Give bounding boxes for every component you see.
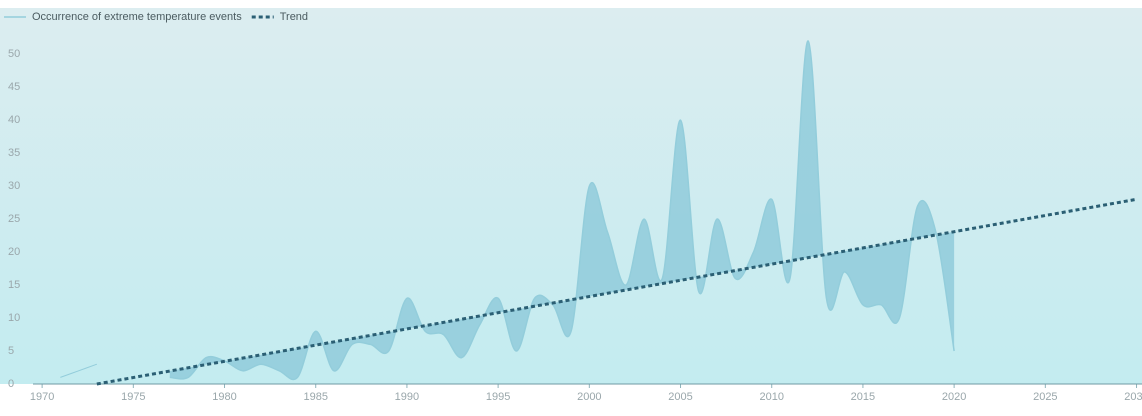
x-tick-label: 2030 bbox=[1124, 391, 1142, 403]
y-tick-label: 5 bbox=[8, 345, 14, 357]
x-tick-label: 1990 bbox=[395, 391, 419, 403]
y-tick-label: 35 bbox=[8, 147, 20, 159]
y-tick-label: 10 bbox=[8, 312, 20, 324]
data-line bbox=[60, 363, 98, 378]
y-tick-label: 30 bbox=[8, 180, 20, 192]
legend-label: Occurrence of extreme temperature events bbox=[32, 11, 242, 23]
x-tick-label: 1975 bbox=[121, 391, 145, 403]
legend-label: Trend bbox=[280, 11, 308, 23]
y-tick-label: 0 bbox=[8, 378, 14, 390]
y-tick-label: 50 bbox=[8, 48, 20, 60]
y-tick-label: 40 bbox=[8, 114, 20, 126]
area-fill bbox=[169, 40, 955, 380]
y-tick-label: 20 bbox=[8, 246, 20, 258]
x-tick-label: 2025 bbox=[1033, 391, 1057, 403]
x-tick-label: 2010 bbox=[759, 391, 783, 403]
y-tick-label: 25 bbox=[8, 213, 20, 225]
x-tick-label: 1980 bbox=[212, 391, 236, 403]
x-tick-label: 2000 bbox=[577, 391, 601, 403]
axis-background bbox=[0, 384, 1142, 416]
data-line bbox=[169, 40, 955, 381]
x-tick-label: 1985 bbox=[303, 391, 327, 403]
y-tick-label: 45 bbox=[8, 81, 20, 93]
x-tick-label: 2020 bbox=[942, 391, 966, 403]
x-tick-label: 1995 bbox=[486, 391, 510, 403]
series-occurrence bbox=[60, 40, 955, 381]
legend: Occurrence of extreme temperature events… bbox=[4, 11, 308, 23]
x-tick-label: 2015 bbox=[851, 391, 875, 403]
x-tick-label: 1970 bbox=[30, 391, 54, 403]
trend-line bbox=[96, 197, 1137, 386]
y-tick-label: 15 bbox=[8, 279, 20, 291]
x-tick-label: 2005 bbox=[668, 391, 692, 403]
